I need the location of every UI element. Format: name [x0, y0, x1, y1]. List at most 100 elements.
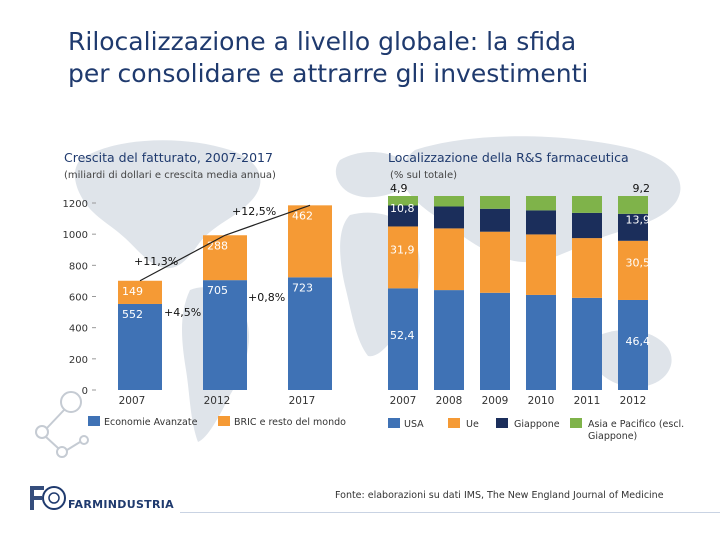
x-tick-label: 2012 — [204, 395, 231, 407]
title-line-1: Rilocalizzazione a livello globale: la s… — [68, 27, 577, 56]
legend-swatch-usa — [388, 418, 400, 428]
growth-annotation: +0,8% — [248, 291, 285, 304]
y-tick-label: 200 — [69, 355, 88, 366]
right-chart-title: Localizzazione della R&S farmaceutica — [388, 150, 629, 165]
bar-segment — [480, 292, 510, 390]
bar-segment — [572, 212, 602, 239]
slide-title: Rilocalizzazione a livello globale: la s… — [68, 26, 708, 90]
legend-label: Ue — [466, 419, 479, 430]
legend-swatch-economie-avanzate — [88, 416, 100, 426]
bar-value-label: 52,4 — [390, 329, 415, 342]
bar-value-label: 723 — [292, 281, 313, 294]
legend-label: Economie Avanzate — [104, 417, 198, 428]
x-tick-label: 2012 — [620, 395, 647, 407]
bar-segment — [572, 196, 602, 213]
growth-line-bric — [139, 234, 226, 282]
legend-label-line: Asia e Pacifico (escl. — [588, 419, 684, 430]
legend-swatch-asia-pacifico — [570, 418, 582, 428]
bar-segment — [388, 196, 418, 206]
bar-value-label: 288 — [207, 239, 228, 252]
right-legend: USA Ue Giappone Asia e Pacifico (escl. G… — [388, 418, 687, 442]
bar-value-label: 31,9 — [390, 243, 415, 256]
right-bars — [388, 196, 648, 390]
bar-value-label: 10,8 — [390, 202, 415, 215]
bar-value-label: 149 — [122, 285, 143, 298]
bar-segment — [618, 196, 648, 214]
bar-segment — [434, 228, 464, 291]
growth-annotation: +4,5% — [164, 306, 201, 319]
bar-segment — [572, 297, 602, 390]
bar-segment — [434, 206, 464, 229]
y-tick-label: 400 — [69, 324, 88, 335]
legend-label: USA — [404, 419, 424, 430]
footer-divider — [180, 512, 720, 513]
growth-annotation: +11,3% — [134, 255, 178, 268]
bar-segment — [526, 196, 556, 211]
right-value-labels: 52,4 31,9 10,8 4,9 46,4 30,5 13,9 9,2 — [390, 182, 650, 348]
chart-right: Localizzazione della R&S farmaceutica (%… — [388, 150, 687, 442]
x-tick-label: 2010 — [528, 395, 555, 407]
growth-line-total — [224, 204, 311, 236]
bar-value-label: 705 — [207, 284, 228, 297]
bar-segment — [288, 205, 332, 278]
left-growth-annotations: +11,3% +4,5% +12,5% +0,8% — [134, 204, 311, 319]
bar-value-label: 46,4 — [626, 335, 651, 348]
bar-segment — [480, 196, 510, 209]
bar-segment — [388, 226, 418, 289]
left-y-axis: 0 200 400 600 800 1000 1200 — [63, 199, 96, 397]
bar-value-label: 462 — [292, 209, 313, 222]
bar-segment — [388, 205, 418, 227]
legend-label-asia: Asia e Pacifico (escl. Giappone) — [588, 419, 687, 442]
x-tick-label: 2011 — [574, 395, 601, 407]
bar-segment — [118, 303, 162, 390]
legend-swatch-giappone — [496, 418, 508, 428]
bar-value-label: 4,9 — [390, 182, 408, 195]
y-tick-label: 800 — [69, 261, 88, 272]
growth-annotation: +12,5% — [232, 205, 276, 218]
x-tick-label: 2007 — [119, 395, 146, 407]
bar-segment — [526, 234, 556, 295]
bar-segment — [618, 299, 648, 390]
right-chart-subtitle: (% sul totale) — [390, 170, 457, 181]
bar-segment — [288, 277, 332, 390]
bar-segment — [434, 196, 464, 207]
bar-value-label: 13,9 — [626, 213, 651, 226]
y-tick-label: 1000 — [63, 230, 88, 241]
x-tick-label: 2009 — [482, 395, 509, 407]
x-tick-label: 2008 — [436, 395, 463, 407]
y-tick-label: 600 — [69, 293, 88, 304]
source-note: Fonte: elaborazioni su dati IMS, The New… — [335, 490, 664, 501]
left-chart-title: Crescita del fatturato, 2007-2017 — [64, 150, 273, 165]
legend-label-line: Giappone) — [588, 431, 637, 442]
legend-swatch-bric — [218, 416, 230, 426]
chart-left: Crescita del fatturato, 2007-2017 (milia… — [63, 150, 347, 428]
molecule-decoration — [35, 391, 89, 458]
x-tick-label: 2017 — [289, 395, 316, 407]
bar-segment — [434, 290, 464, 390]
bar-segment — [526, 294, 556, 390]
farmindustria-logo — [30, 486, 66, 510]
left-legend: Economie Avanzate BRIC e resto del mondo — [88, 416, 346, 428]
title-line-2: per consolidare e attrarre gli investime… — [68, 59, 589, 88]
legend-label: Giappone — [514, 419, 560, 430]
map-europe — [335, 151, 410, 198]
left-bars: 552 149 705 288 723 462 — [118, 205, 332, 390]
bar-segment — [526, 210, 556, 235]
bar-segment — [572, 238, 602, 298]
legend-label: BRIC e resto del mondo — [234, 417, 346, 428]
bar-value-label: 552 — [122, 308, 143, 321]
right-x-labels: 2007 2008 2009 2010 2011 2012 — [390, 395, 647, 407]
y-tick-label: 0 — [82, 386, 88, 397]
bar-segment — [388, 288, 418, 390]
left-x-labels: 2007 2012 2017 — [119, 395, 316, 407]
bar-segment — [203, 280, 247, 390]
bar-segment — [480, 231, 510, 293]
bar-segment — [618, 240, 648, 300]
map-north-america — [74, 140, 261, 269]
y-tick-label: 1200 — [63, 199, 88, 210]
bar-segment — [480, 208, 510, 232]
bar-value-label: 9,2 — [633, 182, 651, 195]
x-tick-label: 2007 — [390, 395, 417, 407]
bar-value-label: 30,5 — [626, 256, 651, 269]
